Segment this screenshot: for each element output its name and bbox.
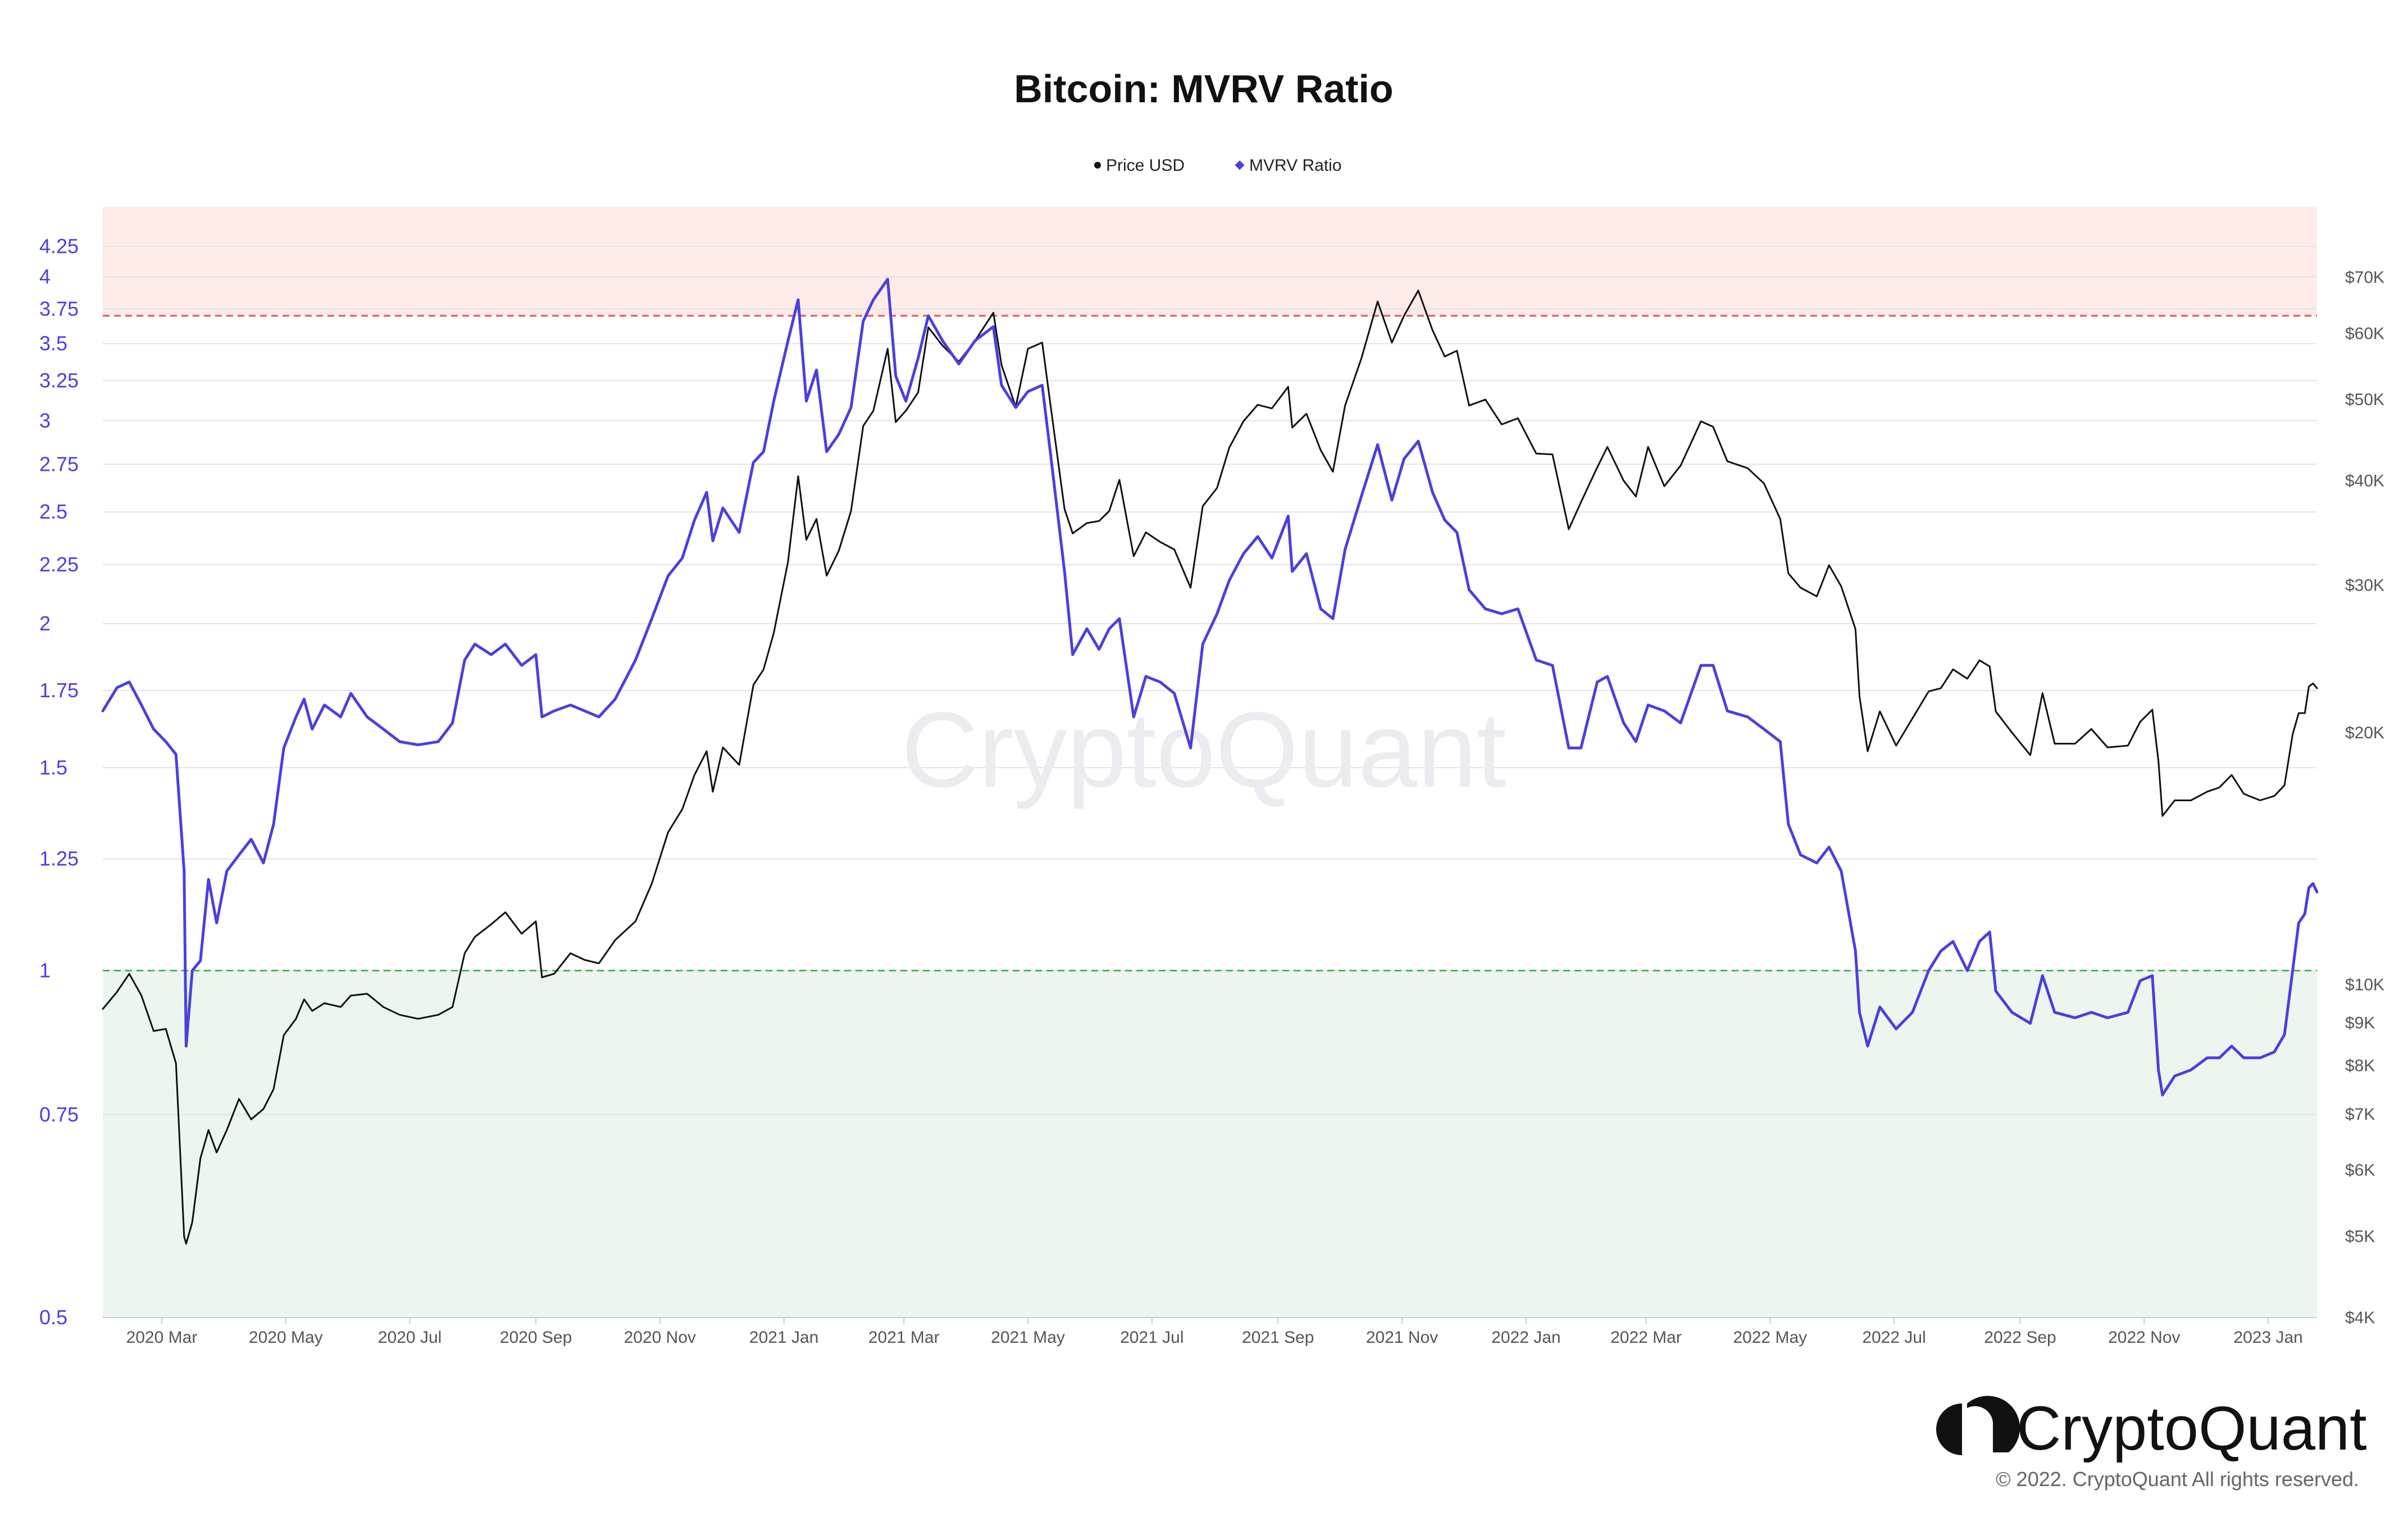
x-tick-label: 2020 Sep: [500, 1328, 572, 1347]
legend-marker-mvrv: [1235, 160, 1245, 170]
x-tick-label: 2021 Jul: [1120, 1328, 1183, 1347]
x-tick-label: 2022 Jan: [1491, 1328, 1560, 1347]
legend-item-mvrv[interactable]: MVRV Ratio: [1235, 156, 1342, 175]
band-0: [103, 207, 2317, 316]
chart-title: Bitcoin: MVRV Ratio: [1014, 67, 1393, 111]
cryptoquant-logo-icon: [1936, 1396, 2020, 1455]
x-tick-label: 2020 Mar: [126, 1328, 198, 1347]
left-tick-label: 2: [39, 612, 51, 635]
watermark: CryptoQuant: [901, 691, 1506, 810]
right-tick-label: $20K: [2345, 724, 2384, 742]
left-tick-label: 3.75: [39, 297, 79, 320]
x-tick-label: 2021 Nov: [1366, 1328, 1438, 1347]
series-line-mvrv[interactable]: [101, 278, 2319, 1097]
legend-label-mvrv: MVRV Ratio: [1249, 156, 1342, 175]
x-tick-label: 2021 Mar: [868, 1328, 940, 1347]
left-axis-ticks: 0.5 0.75 1 1.25 1.5 1.75 2 2.25 2.5 2.75 3 3.25 3.5 3…: [39, 235, 79, 1329]
left-tick-label: 4.25: [39, 235, 79, 258]
right-tick-label: $4K: [2345, 1309, 2375, 1327]
x-axis-ticks: 2020 Mar 2020 May 2020 Jul 2020 Sep 2020 Nov…: [126, 1318, 2303, 1347]
x-tick-label: 2022 May: [1733, 1328, 1807, 1347]
left-tick-label: 2.25: [39, 553, 79, 576]
left-tick-label: 1.75: [39, 679, 79, 702]
series-layer: [101, 278, 2319, 1245]
right-tick-label: $10K: [2345, 975, 2384, 994]
copyright-text: © 2022. CryptoQuant All rights reserved.: [1996, 1468, 2359, 1491]
x-tick-label: 2021 Sep: [1242, 1328, 1314, 1347]
x-tick-label: 2021 May: [991, 1328, 1065, 1347]
legend: Price USD MVRV Ratio: [1094, 156, 1342, 175]
right-tick-label: $60K: [2345, 324, 2384, 343]
left-tick-label: 0.5: [39, 1306, 67, 1329]
left-tick-label: 3.5: [39, 331, 67, 355]
right-tick-label: $5K: [2345, 1228, 2375, 1246]
left-tick-label: 3.25: [39, 369, 79, 392]
right-tick-label: $9K: [2345, 1014, 2375, 1032]
left-tick-label: 3: [39, 409, 51, 432]
x-tick-label: 2022 Mar: [1610, 1328, 1682, 1347]
right-tick-label: $7K: [2345, 1105, 2375, 1124]
x-tick-label: 2020 Jul: [378, 1328, 441, 1347]
right-tick-label: $8K: [2345, 1057, 2375, 1075]
right-axis-ticks: $4K $5K $6K $7K $8K $9K $10K $20K $30K $40K $50K $6…: [2345, 269, 2384, 1327]
grid-lines: [103, 246, 2317, 1318]
left-tick-label: 2.75: [39, 452, 79, 475]
x-tick-label: 2023 Jan: [2233, 1328, 2302, 1347]
legend-label-price: Price USD: [1106, 156, 1185, 175]
x-tick-label: 2022 Sep: [1984, 1328, 2056, 1347]
right-tick-label: $6K: [2345, 1161, 2375, 1180]
right-tick-label: $40K: [2345, 472, 2384, 490]
x-tick-label: 2021 Jan: [749, 1328, 818, 1347]
brand-logo: CryptoQuant © 2022. CryptoQuant All righ…: [1936, 1394, 2367, 1491]
left-tick-label: 1.25: [39, 847, 79, 870]
left-tick-label: 0.75: [39, 1103, 79, 1126]
right-tick-label: $30K: [2345, 576, 2384, 595]
legend-marker-price: [1094, 162, 1101, 169]
band-1: [103, 970, 2317, 1318]
x-tick-label: 2022 Jul: [1862, 1328, 1926, 1347]
threshold-bands: [103, 207, 2317, 1318]
right-tick-label: $70K: [2345, 269, 2384, 287]
brand-name: CryptoQuant: [2016, 1394, 2367, 1463]
left-tick-label: 4: [39, 265, 51, 288]
series-line-price[interactable]: [102, 289, 2318, 1245]
x-tick-label: 2022 Nov: [2108, 1328, 2180, 1347]
left-tick-label: 1: [39, 959, 51, 982]
legend-item-price[interactable]: Price USD: [1094, 156, 1185, 175]
x-tick-label: 2020 Nov: [624, 1328, 696, 1347]
right-tick-label: $50K: [2345, 390, 2384, 409]
left-tick-label: 1.5: [39, 756, 67, 779]
left-tick-label: 2.5: [39, 500, 67, 523]
x-tick-label: 2020 May: [249, 1328, 323, 1347]
